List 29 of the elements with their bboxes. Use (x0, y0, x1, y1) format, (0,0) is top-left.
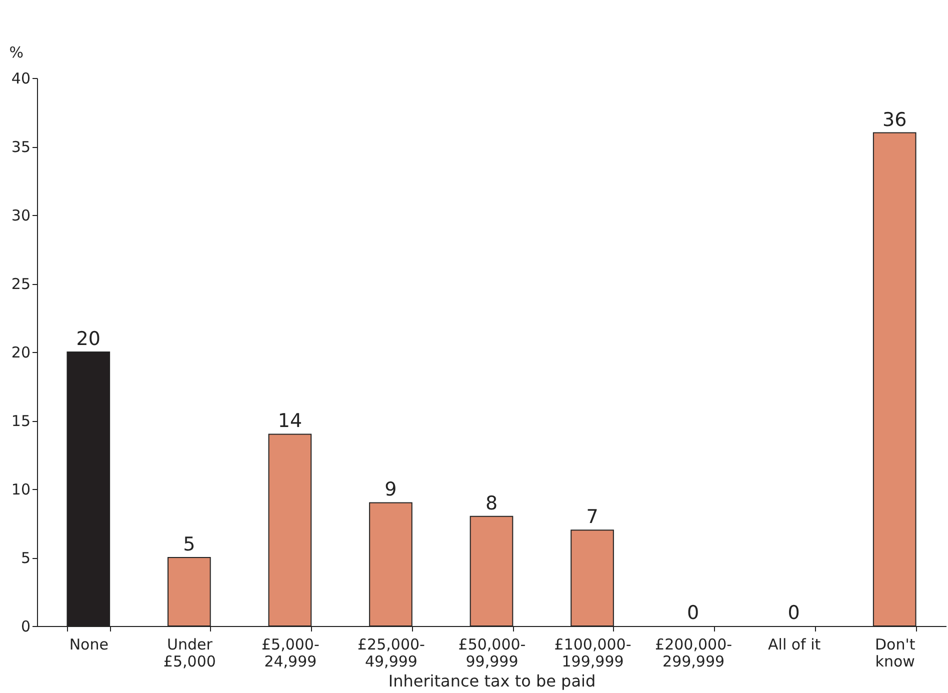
data-label: 0 (788, 602, 800, 624)
data-label: 0 (687, 602, 700, 624)
data-label: 20 (76, 328, 100, 350)
y-tick-label: 40 (11, 70, 30, 88)
x-tick-label: Don't know (874, 636, 916, 670)
data-label: 7 (586, 506, 598, 528)
x-tick-label: Under £5,000 (163, 636, 216, 670)
x-tick-label: £25,000- 49,999 (357, 636, 425, 670)
x-tick-label: £50,000- 99,999 (458, 636, 526, 670)
data-label: 8 (485, 492, 498, 514)
data-label: 5 (183, 534, 196, 556)
y-tick-label: 15 (11, 412, 30, 430)
data-label: 9 (384, 478, 397, 501)
y-axis-title: % (9, 44, 24, 62)
x-axis-title: Inheritance tax to be paid (388, 672, 596, 690)
x-tick-label: £200,000- 299,999 (655, 636, 732, 670)
x-tick-label: None (69, 636, 108, 654)
y-tick-label: 20 (11, 344, 30, 362)
x-tick-label: All of it (768, 636, 821, 654)
x-tick-label: £5,000- 24,999 (261, 636, 320, 670)
y-tick-label: 0 (20, 618, 30, 636)
y-tick-label: 10 (11, 480, 30, 498)
data-label: 14 (278, 410, 302, 432)
y-tick-label: 25 (11, 275, 30, 293)
data-label: 36 (882, 108, 907, 131)
y-tick-label: 5 (20, 549, 30, 567)
y-tick-label: 35 (11, 138, 30, 156)
y-tick-label: 30 (11, 206, 30, 224)
x-tick-label: £100,000- 199,999 (554, 636, 632, 670)
